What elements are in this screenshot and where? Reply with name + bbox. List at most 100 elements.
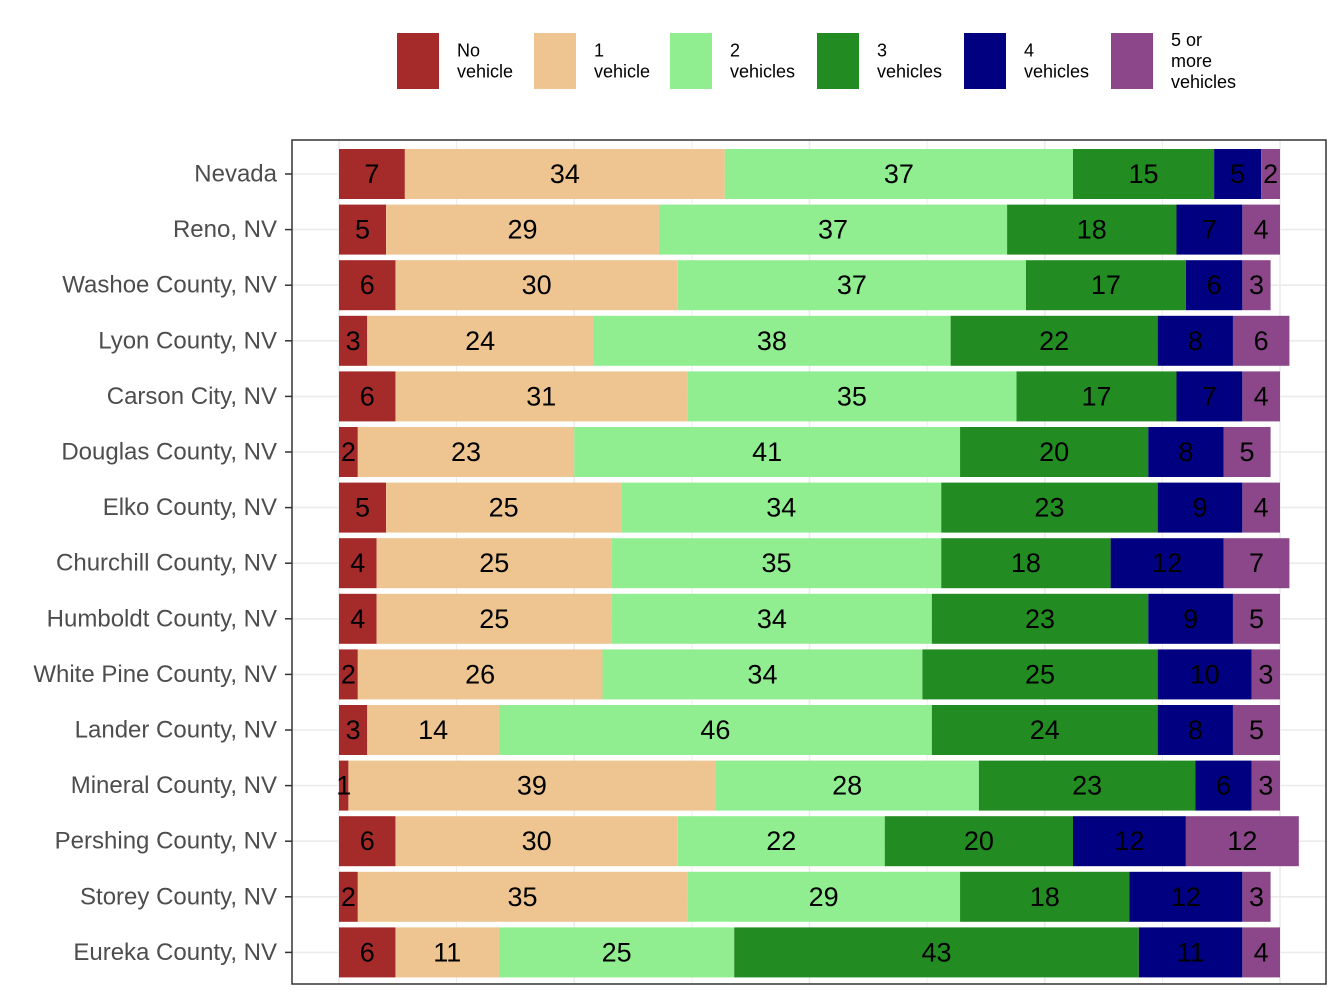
bar-1-vehicle-storey-county-nv bbox=[357, 871, 688, 922]
value-label-3-vehicles-pershing-county-nv: 20 bbox=[964, 826, 994, 856]
value-label-no-vehicle-humboldt-county-nv: 4 bbox=[350, 604, 365, 634]
value-label-4-vehicles-reno-nv: 7 bbox=[1202, 215, 1217, 245]
value-label-1-vehicle-reno-nv: 29 bbox=[507, 215, 537, 245]
value-label-1-vehicle-white-pine-county-nv: 26 bbox=[465, 659, 495, 689]
legend-label: vehicles bbox=[1024, 62, 1089, 82]
bar-1-vehicle-reno-nv bbox=[386, 204, 659, 255]
bar-4-vehicles-lander-county-nv bbox=[1157, 705, 1233, 755]
bar-no-vehicle-washoe-county-nv bbox=[339, 260, 396, 311]
value-label-1-vehicle-lander-county-nv: 14 bbox=[418, 715, 448, 745]
segment-labels: 7 34 37 15 5 25 29 37 18 7 46 30 37 17 6 33 24 38 22 8 66 31 3… bbox=[336, 159, 1278, 967]
value-label-4-vehicles-nevada: 5 bbox=[1230, 159, 1245, 189]
value-label-5-or-more-vehicles-pershing-county-nv: 12 bbox=[1227, 826, 1257, 856]
bar-no-vehicle-white-pine-county-nv bbox=[339, 649, 358, 700]
value-label-3-vehicles-douglas-county-nv: 20 bbox=[1039, 437, 1069, 467]
value-label-3-vehicles-humboldt-county-nv: 23 bbox=[1025, 604, 1055, 634]
value-label-5-or-more-vehicles-churchill-county-nv: 7 bbox=[1249, 548, 1264, 578]
value-label-no-vehicle-mineral-county-nv: 1 bbox=[336, 771, 351, 801]
bar-1-vehicle-elko-county-nv bbox=[386, 482, 622, 533]
value-label-no-vehicle-elko-county-nv: 5 bbox=[355, 493, 370, 523]
value-label-2-vehicles-lyon-county-nv: 38 bbox=[757, 326, 787, 356]
value-label-4-vehicles-lyon-county-nv: 8 bbox=[1188, 326, 1203, 356]
bar-5-or-more-vehicles-mineral-county-nv bbox=[1251, 760, 1280, 811]
value-label-1-vehicle-mineral-county-nv: 39 bbox=[517, 771, 547, 801]
bar-no-vehicle-elko-county-nv bbox=[339, 482, 387, 533]
value-label-3-vehicles-reno-nv: 18 bbox=[1077, 215, 1107, 245]
bar-5-or-more-vehicles-washoe-county-nv bbox=[1242, 260, 1271, 311]
bar-5-or-more-vehicles-reno-nv bbox=[1242, 204, 1280, 255]
bar-4-vehicles-white-pine-county-nv bbox=[1157, 649, 1252, 700]
value-label-3-vehicles-mineral-county-nv: 23 bbox=[1072, 771, 1102, 801]
bar-2-vehicles-mineral-county-nv bbox=[715, 760, 979, 811]
category-label-eureka-county-nv: Eureka County, NV bbox=[73, 939, 277, 966]
value-label-1-vehicle-elko-county-nv: 25 bbox=[489, 493, 519, 523]
bar-4-vehicles-pershing-county-nv bbox=[1072, 816, 1186, 867]
legend-label: vehicle bbox=[457, 62, 513, 82]
legend-label: vehicles bbox=[730, 62, 795, 82]
value-label-1-vehicle-lyon-county-nv: 24 bbox=[465, 326, 495, 356]
bar-2-vehicles-washoe-county-nv bbox=[677, 260, 1026, 311]
value-label-2-vehicles-washoe-county-nv: 37 bbox=[837, 270, 867, 300]
bar-2-vehicles-pershing-county-nv bbox=[677, 816, 885, 867]
legend-key-no-vehicle bbox=[397, 33, 439, 89]
value-label-4-vehicles-carson-city-nv: 7 bbox=[1202, 381, 1217, 411]
value-label-2-vehicles-lander-county-nv: 46 bbox=[700, 715, 730, 745]
value-label-4-vehicles-white-pine-county-nv: 10 bbox=[1190, 659, 1220, 689]
value-label-3-vehicles-lander-county-nv: 24 bbox=[1030, 715, 1060, 745]
value-label-5-or-more-vehicles-lyon-county-nv: 6 bbox=[1254, 326, 1269, 356]
value-label-4-vehicles-churchill-county-nv: 12 bbox=[1152, 548, 1182, 578]
category-label-lander-county-nv: Lander County, NV bbox=[75, 717, 277, 744]
value-label-2-vehicles-carson-city-nv: 35 bbox=[837, 381, 867, 411]
bar-3-vehicles-pershing-county-nv bbox=[884, 816, 1073, 867]
plot-border bbox=[291, 139, 1327, 985]
value-label-no-vehicle-storey-county-nv: 2 bbox=[341, 882, 356, 912]
bar-3-vehicles-humboldt-county-nv bbox=[931, 593, 1149, 644]
bar-1-vehicle-mineral-county-nv bbox=[348, 760, 716, 811]
bar-5-or-more-vehicles-storey-county-nv bbox=[1242, 871, 1271, 922]
value-label-5-or-more-vehicles-mineral-county-nv: 3 bbox=[1258, 771, 1273, 801]
legend-label: 3 bbox=[877, 41, 887, 61]
value-label-4-vehicles-douglas-county-nv: 8 bbox=[1178, 437, 1193, 467]
value-label-no-vehicle-reno-nv: 5 bbox=[355, 215, 370, 245]
value-label-5-or-more-vehicles-reno-nv: 4 bbox=[1254, 215, 1269, 245]
bar-3-vehicles-eureka-county-nv bbox=[734, 927, 1139, 978]
bar-4-vehicles-eureka-county-nv bbox=[1138, 927, 1243, 978]
bar-1-vehicle-white-pine-county-nv bbox=[357, 649, 603, 700]
bar-no-vehicle-humboldt-county-nv bbox=[339, 593, 377, 644]
bar-2-vehicles-douglas-county-nv bbox=[574, 427, 961, 477]
category-label-white-pine-county-nv: White Pine County, NV bbox=[33, 661, 277, 688]
bar-no-vehicle-mineral-county-nv bbox=[339, 760, 349, 811]
value-label-no-vehicle-lander-county-nv: 3 bbox=[346, 715, 361, 745]
bar-2-vehicles-storey-county-nv bbox=[687, 871, 961, 922]
value-label-1-vehicle-carson-city-nv: 31 bbox=[526, 381, 556, 411]
bar-4-vehicles-mineral-county-nv bbox=[1195, 760, 1252, 811]
value-label-2-vehicles-reno-nv: 37 bbox=[818, 215, 848, 245]
bar-4-vehicles-humboldt-county-nv bbox=[1148, 593, 1233, 644]
bar-3-vehicles-churchill-county-nv bbox=[941, 538, 1111, 589]
bar-4-vehicles-churchill-county-nv bbox=[1110, 538, 1224, 589]
value-label-2-vehicles-white-pine-county-nv: 34 bbox=[747, 659, 777, 689]
bar-5-or-more-vehicles-nevada bbox=[1261, 149, 1280, 199]
bar-no-vehicle-douglas-county-nv bbox=[339, 427, 358, 477]
legend-label: 2 bbox=[730, 41, 740, 61]
category-label-storey-county-nv: Storey County, NV bbox=[80, 883, 277, 910]
value-label-1-vehicle-douglas-county-nv: 23 bbox=[451, 437, 481, 467]
value-label-5-or-more-vehicles-douglas-county-nv: 5 bbox=[1240, 437, 1255, 467]
value-label-3-vehicles-white-pine-county-nv: 25 bbox=[1025, 659, 1055, 689]
category-label-pershing-county-nv: Pershing County, NV bbox=[55, 828, 277, 855]
value-label-no-vehicle-washoe-county-nv: 6 bbox=[360, 270, 375, 300]
bar-2-vehicles-churchill-county-nv bbox=[611, 538, 942, 589]
bar-3-vehicles-white-pine-county-nv bbox=[922, 649, 1158, 700]
legend-label: vehicles bbox=[1171, 72, 1236, 92]
value-label-5-or-more-vehicles-washoe-county-nv: 3 bbox=[1249, 270, 1264, 300]
bar-no-vehicle-storey-county-nv bbox=[339, 871, 358, 922]
legend-key-3-vehicles bbox=[817, 33, 859, 89]
value-label-4-vehicles-eureka-county-nv: 11 bbox=[1177, 937, 1205, 967]
category-label-douglas-county-nv: Douglas County, NV bbox=[61, 439, 277, 466]
value-label-3-vehicles-churchill-county-nv: 18 bbox=[1011, 548, 1041, 578]
value-label-2-vehicles-pershing-county-nv: 22 bbox=[766, 826, 796, 856]
